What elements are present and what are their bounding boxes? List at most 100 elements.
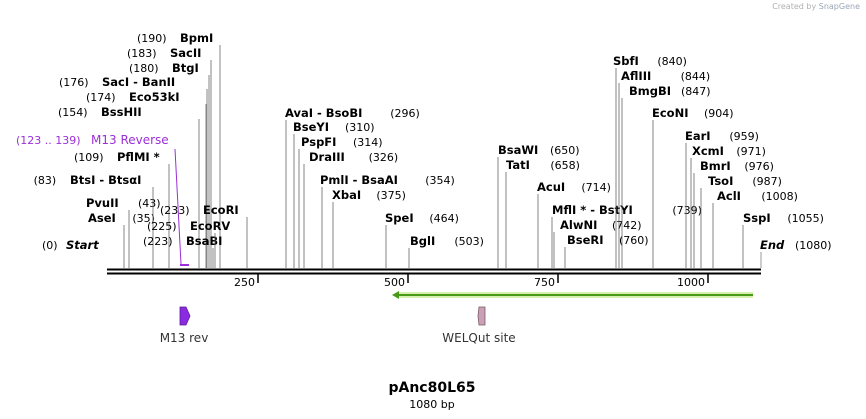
site-name-ecorv: EcoRV	[190, 219, 230, 233]
feature-m13-rev[interactable]: M13 rev	[160, 306, 209, 345]
site-pos-ecori: (233)	[160, 204, 190, 217]
site-pos-btgi: (180)	[129, 62, 159, 75]
site-pos-bseri: (760)	[619, 234, 649, 247]
snapgene-logo: SnapGene	[818, 2, 860, 11]
site-pspfi[interactable]: PspFI (314)	[298, 135, 383, 268]
site-pos-bgli: (503)	[454, 235, 484, 248]
site-btsi-bts-i[interactable]: (83) BtsI - BtsαI	[34, 173, 154, 268]
site-name-btsi-bts-i: BtsI - BtsαI	[70, 173, 141, 187]
site-pos-mfli-bstyi: (739)	[672, 204, 702, 217]
site-bseyi[interactable]: BseYI (310)	[293, 120, 375, 268]
site-bsawi[interactable]: BsaWI (650)	[497, 143, 580, 268]
site-name-bseri: BseRI	[567, 233, 604, 247]
site-name-bpmi: BpmI	[180, 31, 213, 45]
site-pos-sbfi: (840)	[657, 55, 687, 68]
site-acli[interactable]: AclI (1008)	[712, 189, 798, 268]
site-pos-sspi: (1055)	[787, 212, 824, 225]
site-afliii[interactable]: AflIII (844)	[618, 69, 710, 268]
primer-stem	[174, 148, 182, 265]
ruler-label-500: 500	[384, 276, 405, 289]
site-sacii[interactable]: (183) SacII	[127, 46, 212, 268]
site-name-pmli-bsaai: PmlI - BsaAI	[320, 173, 398, 187]
site-pos-draiii: (326)	[369, 151, 399, 164]
snapgene-credit: Created by SnapGene	[772, 2, 860, 11]
site-name-alwni: AlwNI	[560, 218, 597, 232]
feature-welqut-arrow	[477, 306, 486, 326]
site-name-spei: SpeI	[385, 211, 414, 225]
site-pos-asei: (35)	[132, 212, 155, 225]
start-label: (0) Start	[42, 238, 99, 252]
site-bgli[interactable]: BglI (503)	[408, 234, 484, 268]
site-spei[interactable]: SpeI (464)	[385, 211, 459, 268]
site-pos-ecorv: (225)	[147, 220, 177, 233]
site-name-eco53ki: Eco53kI	[129, 90, 180, 104]
site-ecori[interactable]: (233) EcoRI	[160, 203, 248, 268]
site-name-bmri: BmrI	[700, 159, 731, 173]
feature-m13-rev-label: M13 rev	[160, 331, 209, 345]
site-ecorv[interactable]: (225) EcoRV	[147, 219, 230, 268]
site-draiii[interactable]: DraIII (326)	[303, 150, 399, 268]
end-label: End (1080)	[760, 238, 832, 268]
site-econi[interactable]: EcoNI (904)	[652, 106, 734, 268]
site-name-bmgbi: BmgBI	[629, 84, 671, 98]
ruler-label-750: 750	[534, 276, 555, 289]
primer-m13-reverse[interactable]: (123 .. 139) M13 Reverse	[16, 133, 189, 266]
site-eari[interactable]: EarI (959)	[685, 129, 759, 268]
site-name-tati: TatI	[506, 158, 530, 172]
site-avai-bsobi[interactable]: AvaI - BsoBI (296)	[285, 106, 420, 268]
primer-label: M13 Reverse	[91, 133, 169, 147]
feature-m13-rev-arrow	[179, 306, 191, 326]
site-saci-banii[interactable]: (176) SacI - BanII	[59, 75, 208, 268]
site-pvuii[interactable]: PvuII (43)	[86, 196, 161, 268]
site-xbai[interactable]: XbaI (375)	[332, 188, 406, 268]
site-name-pspfi: PspFI	[301, 135, 336, 149]
site-tati[interactable]: TatI (658)	[505, 158, 580, 268]
site-pos-btsi-bts-i: (83)	[34, 174, 57, 187]
site-pos-bsshii: (154)	[58, 106, 88, 119]
site-sbfi[interactable]: SbfI (840)	[613, 54, 687, 268]
site-pos-spei: (464)	[429, 212, 459, 225]
site-name-ecori: EcoRI	[203, 203, 239, 217]
site-bmgbi[interactable]: BmgBI (847)	[621, 84, 711, 268]
site-name-acui: AcuI	[537, 180, 565, 194]
start-pos: (0)	[42, 239, 58, 252]
site-pos-saci-banii: (176)	[59, 76, 89, 89]
site-tsoi[interactable]: TsoI (987)	[700, 174, 782, 268]
site-bsabi[interactable]: (223) BsaBI	[143, 234, 222, 268]
site-name-mfli-bstyi: MflI * - BstYI	[552, 203, 633, 217]
feature-welqut-site[interactable]: WELQut site	[442, 306, 516, 345]
site-name-eari: EarI	[685, 129, 711, 143]
site-eco53ki[interactable]: (174) Eco53kI	[86, 90, 207, 268]
site-pos-pspfi: (314)	[353, 136, 383, 149]
orf-arrow[interactable]	[392, 291, 753, 299]
site-bpmi[interactable]: (190) BpmI	[137, 31, 221, 268]
ruler-label-1000: 1000	[677, 276, 705, 289]
site-name-pflmi: PflMI *	[117, 150, 160, 164]
site-xcmi[interactable]: XcmI (971)	[690, 144, 766, 268]
site-pos-bsawi: (650)	[550, 144, 580, 157]
ruler: 250 500 750 1000	[234, 274, 709, 289]
site-name-bseyi: BseYI	[293, 120, 329, 134]
site-name-sacii: SacII	[170, 46, 201, 60]
site-asei[interactable]: AseI (35)	[88, 211, 155, 268]
site-pmli-bsaai[interactable]: PmlI - BsaAI (354)	[320, 173, 455, 268]
site-bmri[interactable]: BmrI (976)	[693, 159, 774, 268]
site-name-bsshii: BssHII	[101, 105, 142, 119]
site-name-asei: AseI	[88, 211, 116, 225]
site-btgi[interactable]: (180) BtgI	[129, 61, 210, 268]
site-name-sspi: SspI	[743, 211, 771, 225]
site-mfli-bstyi[interactable]: MflI * - BstYI (739)	[551, 203, 702, 268]
site-bsshii[interactable]: (154) BssHII	[58, 105, 200, 268]
site-name-tsoi: TsoI	[708, 174, 733, 188]
site-sspi[interactable]: SspI (1055)	[742, 211, 824, 268]
site-pos-tsoi: (987)	[752, 175, 782, 188]
site-pos-alwni: (742)	[612, 219, 642, 232]
plasmid-length: 1080 bp	[409, 398, 454, 411]
site-pos-acli: (1008)	[761, 190, 798, 203]
site-pos-pvuii: (43)	[138, 197, 161, 210]
site-acui[interactable]: AcuI (714)	[537, 180, 611, 268]
site-pos-eari: (959)	[729, 130, 759, 143]
site-pflmi[interactable]: (109) PflMI *	[74, 150, 170, 268]
feature-welqut-label: WELQut site	[442, 331, 515, 345]
site-bseri[interactable]: BseRI (760)	[564, 233, 649, 268]
